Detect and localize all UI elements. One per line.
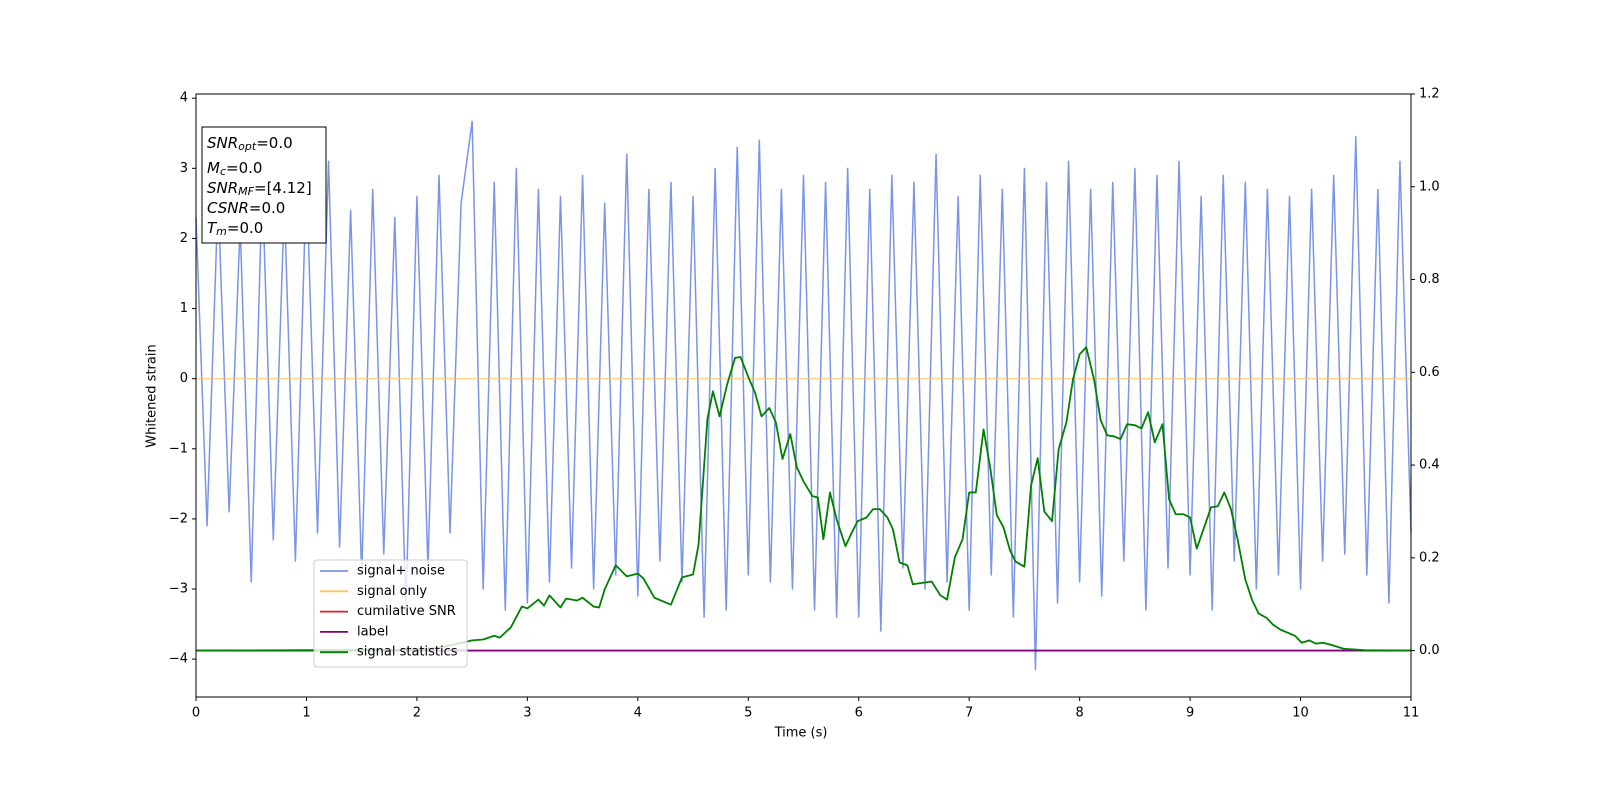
annotation-line: SNRopt=0.0 <box>207 134 293 154</box>
annotation-name: T <box>207 219 218 237</box>
series-line <box>195 346 1412 652</box>
x-axis-label: Time (s) <box>774 726 828 741</box>
series-line <box>195 120 1412 671</box>
annotation-value: =0.0 <box>226 159 262 177</box>
x-tick-label: 10 <box>1292 706 1309 721</box>
y2-tick-label: 0.2 <box>1419 550 1440 565</box>
annotation-value: =0.0 <box>256 134 292 152</box>
annotation-value: =0.0 <box>227 219 263 237</box>
annotation-subscript: m <box>216 225 227 238</box>
legend-box <box>313 559 468 668</box>
legend-label: label <box>357 624 388 639</box>
annotation-line: CSNR=0.0 <box>207 199 285 217</box>
legend-label: signal statistics <box>357 645 458 660</box>
legend-label: signal+ noise <box>357 564 445 579</box>
x-tick-label: 9 <box>1186 706 1194 721</box>
annotation-name: SNR <box>207 134 238 152</box>
y-tick-label: 0 <box>180 371 188 386</box>
y2-tick-label: 1.2 <box>1419 87 1440 102</box>
y-tick-label: −1 <box>169 441 188 456</box>
x-tick-label: 3 <box>523 706 531 721</box>
annotation-subscript: c <box>220 165 226 178</box>
y2-tick-label: 0.6 <box>1419 365 1440 380</box>
y2-tick-label: 0.4 <box>1419 458 1440 473</box>
y-tick-label: −3 <box>169 582 188 597</box>
annotation-subscript: MF <box>238 185 254 198</box>
x-tick-label: 7 <box>965 706 973 721</box>
annotation-name: CSNR <box>207 199 249 217</box>
y2-tick-label: 0.8 <box>1419 272 1440 287</box>
x-tick-label: 11 <box>1403 706 1420 721</box>
annotation-value: =0.0 <box>249 199 285 217</box>
y-tick-label: −2 <box>169 511 188 526</box>
x-tick-label: 5 <box>744 706 752 721</box>
x-tick-label: 4 <box>634 706 642 721</box>
annotation-name: SNR <box>207 179 238 197</box>
annotation-subscript: opt <box>238 140 257 153</box>
y-axis-label: Whitened strain <box>145 344 160 447</box>
annotation-line: Tm=0.0 <box>207 219 263 239</box>
y-tick-label: 4 <box>180 91 188 106</box>
annotation-line: Mc=0.0 <box>207 159 262 179</box>
y-tick-label: 2 <box>180 231 188 246</box>
y-tick-label: −4 <box>169 652 188 667</box>
axes-frame <box>195 93 1412 698</box>
y2-tick-label: 1.0 <box>1419 179 1440 194</box>
annotation: SNRopt=0.0Mc=0.0SNRMF=[4.12]CSNR=0.0Tm=0… <box>207 134 312 239</box>
legend: signal+ noise signal only cumilative SNR la… <box>320 564 458 660</box>
legend-label: cumilative SNR <box>357 604 456 619</box>
x-tick-label: 1 <box>302 706 310 721</box>
annotation-line: SNRMF=[4.12] <box>207 179 312 199</box>
x-tick-label: 8 <box>1075 706 1083 721</box>
y2-tick-label: 0.0 <box>1419 643 1440 658</box>
legend-label: signal only <box>357 584 427 599</box>
x-tick-label: 6 <box>855 706 863 721</box>
annotation-name: M <box>207 159 220 177</box>
y-tick-label: 1 <box>180 301 188 316</box>
annotation-box <box>201 126 327 244</box>
x-tick-label: 0 <box>192 706 200 721</box>
y-tick-label: 3 <box>180 161 188 176</box>
annotation-value: =[4.12] <box>254 179 312 197</box>
x-tick-label: 2 <box>413 706 421 721</box>
